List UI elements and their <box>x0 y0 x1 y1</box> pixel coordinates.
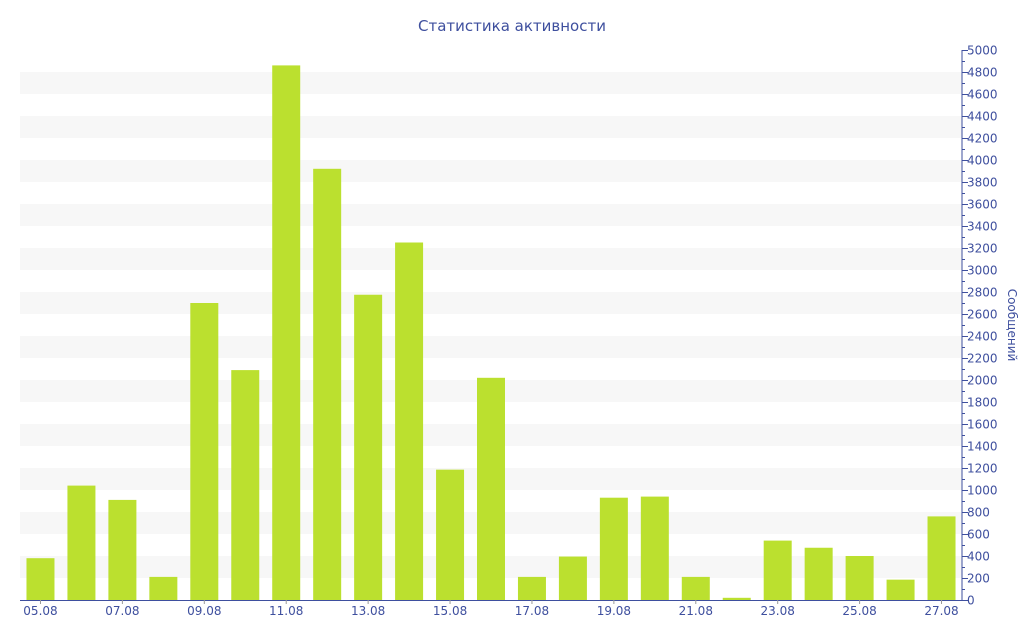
x-tick-label: 09.08 <box>187 604 221 618</box>
y-tick-label: 600 <box>967 528 990 542</box>
y-tick-label: 2800 <box>967 286 998 300</box>
y-tick-label: 1400 <box>967 440 998 454</box>
bar-11.08 <box>272 65 301 600</box>
bar-16.08 <box>477 377 505 600</box>
y-tick-label: 3000 <box>967 264 998 278</box>
bar-09.08 <box>190 303 219 600</box>
bar-20.08 <box>640 496 669 600</box>
bar-17.08 <box>517 576 546 600</box>
y-tick-label: 2400 <box>967 330 998 344</box>
x-tick-label: 07.08 <box>105 604 139 618</box>
y-tick-label: 800 <box>967 506 990 520</box>
bar-10.08 <box>231 370 260 600</box>
y-tick-label: 3800 <box>967 176 998 190</box>
x-tick-label: 21.08 <box>679 604 713 618</box>
bar-15.08 <box>436 469 465 600</box>
grid-band <box>20 292 962 314</box>
bar-25.08 <box>845 556 874 600</box>
y-tick-label: 3400 <box>967 220 998 234</box>
y-tick-label: 1800 <box>967 396 998 410</box>
grid-band <box>20 248 962 270</box>
y-tick-label: 2000 <box>967 374 998 388</box>
x-tick-label: 15.08 <box>433 604 467 618</box>
x-tick-label: 17.08 <box>515 604 549 618</box>
bar-21.08 <box>681 576 710 600</box>
grid-band <box>20 116 962 138</box>
bar-27.08 <box>927 516 956 600</box>
grid-band <box>20 204 962 226</box>
x-tick-label: 27.08 <box>924 604 958 618</box>
y-tick-label: 3600 <box>967 198 998 212</box>
bar-18.08 <box>558 556 587 600</box>
bar-22.08 <box>722 597 751 600</box>
x-tick-label: 19.08 <box>597 604 631 618</box>
bar-24.08 <box>804 547 833 600</box>
x-axis: 05.08 07.08 09.08 11.08 13.08 15.08 17.08 19.08… <box>20 600 962 618</box>
y-tick-label: 4400 <box>967 110 998 124</box>
x-tick-label: 05.08 <box>23 604 57 618</box>
y-tick-label: 1200 <box>967 462 998 476</box>
y-tick-label: 0 <box>967 594 975 608</box>
bar-14.08 <box>395 242 424 600</box>
grid-band <box>20 336 962 358</box>
y-axis-label: Сообщений <box>1005 289 1019 362</box>
y-axis: 0 200 400 600 800 1000 1200 1400 1600 1800 2000 220… <box>961 44 998 608</box>
bar-13.08 <box>354 294 383 600</box>
y-tick-label: 400 <box>967 550 990 564</box>
x-tick-label: 11.08 <box>269 604 303 618</box>
y-tick-label: 4000 <box>967 154 998 168</box>
y-tick-label: 4600 <box>967 88 998 102</box>
chart-title: Статистика активности <box>418 17 606 35</box>
bar-23.08 <box>763 540 792 600</box>
bar-08.08 <box>149 576 178 600</box>
x-tick-label: 23.08 <box>761 604 795 618</box>
y-tick-label: 200 <box>967 572 990 586</box>
grid-band <box>20 72 962 94</box>
bar-05.08 <box>26 558 55 600</box>
x-tick-label: 13.08 <box>351 604 385 618</box>
bar-26.08 <box>886 579 915 600</box>
bar-12.08 <box>313 168 342 601</box>
y-tick-label: 3200 <box>967 242 998 256</box>
y-tick-label: 1000 <box>967 484 998 498</box>
bar-19.08 <box>599 497 628 600</box>
bars <box>26 65 956 601</box>
bar-06.08 <box>67 485 96 600</box>
y-tick-label: 4200 <box>967 132 998 146</box>
y-tick-label: 2200 <box>967 352 998 366</box>
bar-07.08 <box>108 499 137 600</box>
y-tick-label: 4800 <box>967 66 998 80</box>
y-tick-label: 1600 <box>967 418 998 432</box>
y-tick-label: 5000 <box>967 44 998 58</box>
grid-band <box>20 160 962 182</box>
x-tick-label: 25.08 <box>842 604 876 618</box>
y-tick-label: 2600 <box>967 308 998 322</box>
